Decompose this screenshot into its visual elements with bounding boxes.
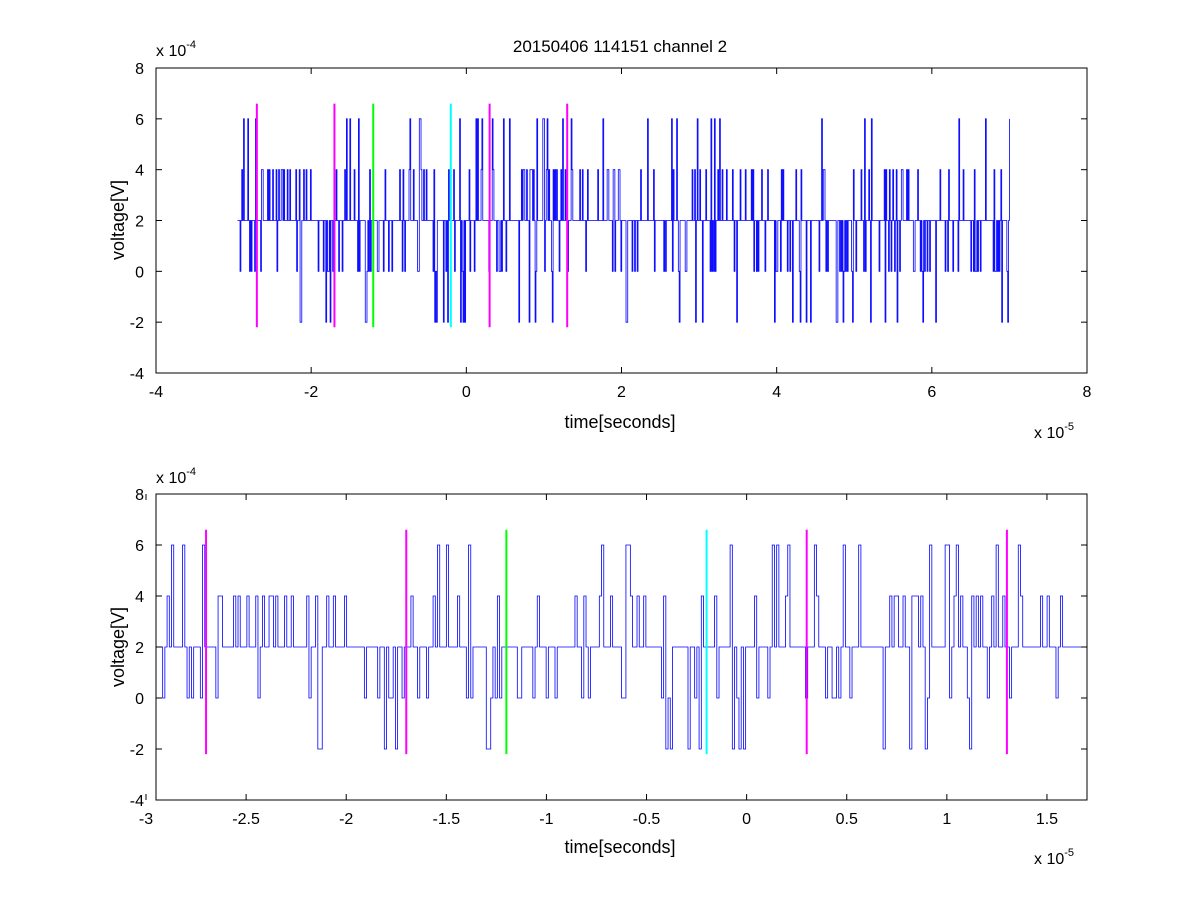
top-xtick-label: -4 — [149, 384, 163, 401]
bottom-xtick-label: 0 — [742, 811, 751, 828]
bottom-yticks: -4 -2 0 2 4 6 8 — [130, 487, 1087, 810]
bottom-y-exponent-power: -4 — [186, 466, 196, 478]
bottom-x-exponent: x 10-5 — [1034, 847, 1074, 868]
top-x-exponent-base: x 10 — [1034, 425, 1064, 442]
bottom-signal-layer — [156, 544, 1088, 750]
top-x-exponent-power: -5 — [1064, 421, 1074, 433]
top-x-exponent: x 10-5 — [1034, 421, 1074, 442]
top-xtick-label: 8 — [1083, 384, 1092, 401]
bottom-ytick-label: 6 — [135, 538, 144, 555]
top-marker-layer — [255, 103, 569, 328]
bottom-xlabel: time[seconds] — [564, 837, 675, 857]
top-xtick-label: 6 — [927, 384, 936, 401]
bottom-xtick-label: 0.5 — [836, 811, 858, 828]
top-ytick-label: 2 — [135, 214, 144, 231]
top-y-exponent-power: -4 — [186, 39, 196, 51]
top-y-exponent-base: x 10 — [156, 43, 186, 60]
bottom-ytick-label: 0 — [135, 691, 144, 708]
bottom-xtick-label: -0.5 — [633, 811, 661, 828]
bottom-xticks: -3 -2.5 -2 -1.5 -1 -0.5 0 0.5 1 1.5 — [139, 494, 1058, 828]
bottom-signal-line — [156, 544, 1088, 750]
bottom-xtick-label: -3 — [139, 811, 153, 828]
top-ytick-label: 8 — [135, 61, 144, 78]
bottom-ytick-label: -2 — [130, 742, 144, 759]
top-xlabel: time[seconds] — [564, 412, 675, 432]
top-xtick-label: 2 — [617, 384, 626, 401]
top-yticks: -4 -2 0 2 4 6 8 — [130, 61, 1087, 383]
top-ytick-label: 6 — [135, 112, 144, 129]
bottom-xtick-label: -2.5 — [232, 811, 260, 828]
bottom-marker-layer — [205, 529, 1008, 755]
figure-title: 20150406 114151 channel 2 — [513, 37, 727, 56]
bottom-ylabel: voltage[V] — [108, 607, 128, 687]
top-ylabel: voltage[V] — [108, 180, 128, 260]
top-subplot: -4 -2 0 2 4 6 8 -4 -2 0 2 4 6 8 time[seconds] voltag… — [108, 39, 1092, 442]
top-signal-line — [237, 118, 1010, 323]
bottom-ytick-label: 2 — [135, 640, 144, 657]
bottom-y-exponent: x 10-4 — [156, 466, 196, 487]
top-ytick-label: -4 — [130, 366, 144, 383]
bottom-ytick-label: -4 — [130, 793, 144, 810]
bottom-ytick-label: 8 — [135, 487, 144, 504]
bottom-ytick-label: 4 — [135, 589, 144, 606]
top-xtick-label: 0 — [462, 384, 471, 401]
bottom-subplot: -3 -2.5 -2 -1.5 -1 -0.5 0 0.5 1 1.5 -4 -2 0 2 4 6 8 tim… — [108, 466, 1088, 868]
bottom-xtick-label: -2 — [339, 811, 353, 828]
bottom-xtick-label: 1.5 — [1036, 811, 1058, 828]
bottom-x-exponent-power: -5 — [1064, 847, 1074, 859]
top-xtick-label: 4 — [772, 384, 781, 401]
top-signal-layer — [237, 118, 1010, 323]
top-ytick-label: -2 — [130, 315, 144, 332]
top-y-exponent: x 10-4 — [156, 39, 196, 60]
top-xticks: -4 -2 0 2 4 6 8 — [149, 68, 1092, 401]
top-ytick-label: 4 — [135, 163, 144, 180]
bottom-xtick-label: -1 — [539, 811, 553, 828]
bottom-xtick-label: -1.5 — [433, 811, 461, 828]
top-ytick-label: 0 — [135, 264, 144, 281]
top-xtick-label: -2 — [304, 384, 318, 401]
bottom-x-exponent-base: x 10 — [1034, 851, 1064, 868]
bottom-xtick-label: 1 — [942, 811, 951, 828]
bottom-y-exponent-base: x 10 — [156, 470, 186, 487]
